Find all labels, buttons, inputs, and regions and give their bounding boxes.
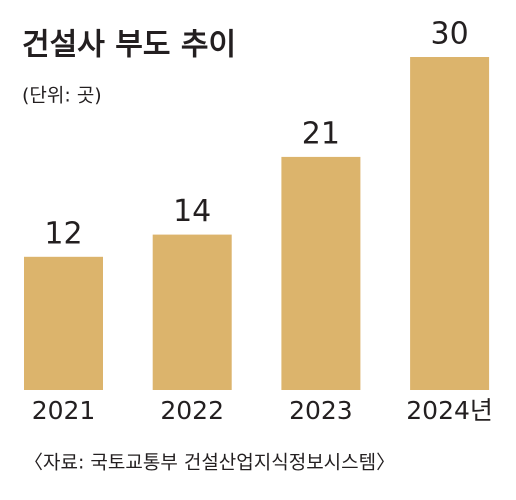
x-tick-label: 2023 [289,396,353,425]
bar [24,256,103,390]
x-tick-label: 2022 [160,396,224,425]
source-note: 〈자료: 국토교통부 건설산업지식정보시스템〉 [24,452,395,474]
chart-title: 건설사 부도 추이 [22,28,236,63]
x-tick-label: 2021 [32,396,96,425]
value-label: 30 [431,17,469,52]
value-label: 14 [173,194,211,229]
chart-subtitle: (단위: 곳) [22,85,102,107]
bar [281,156,361,390]
value-label: 21 [302,116,340,151]
bar [410,57,490,390]
bar [152,234,232,390]
x-tick-label: 2024년 [406,396,493,425]
value-label: 12 [44,216,82,251]
